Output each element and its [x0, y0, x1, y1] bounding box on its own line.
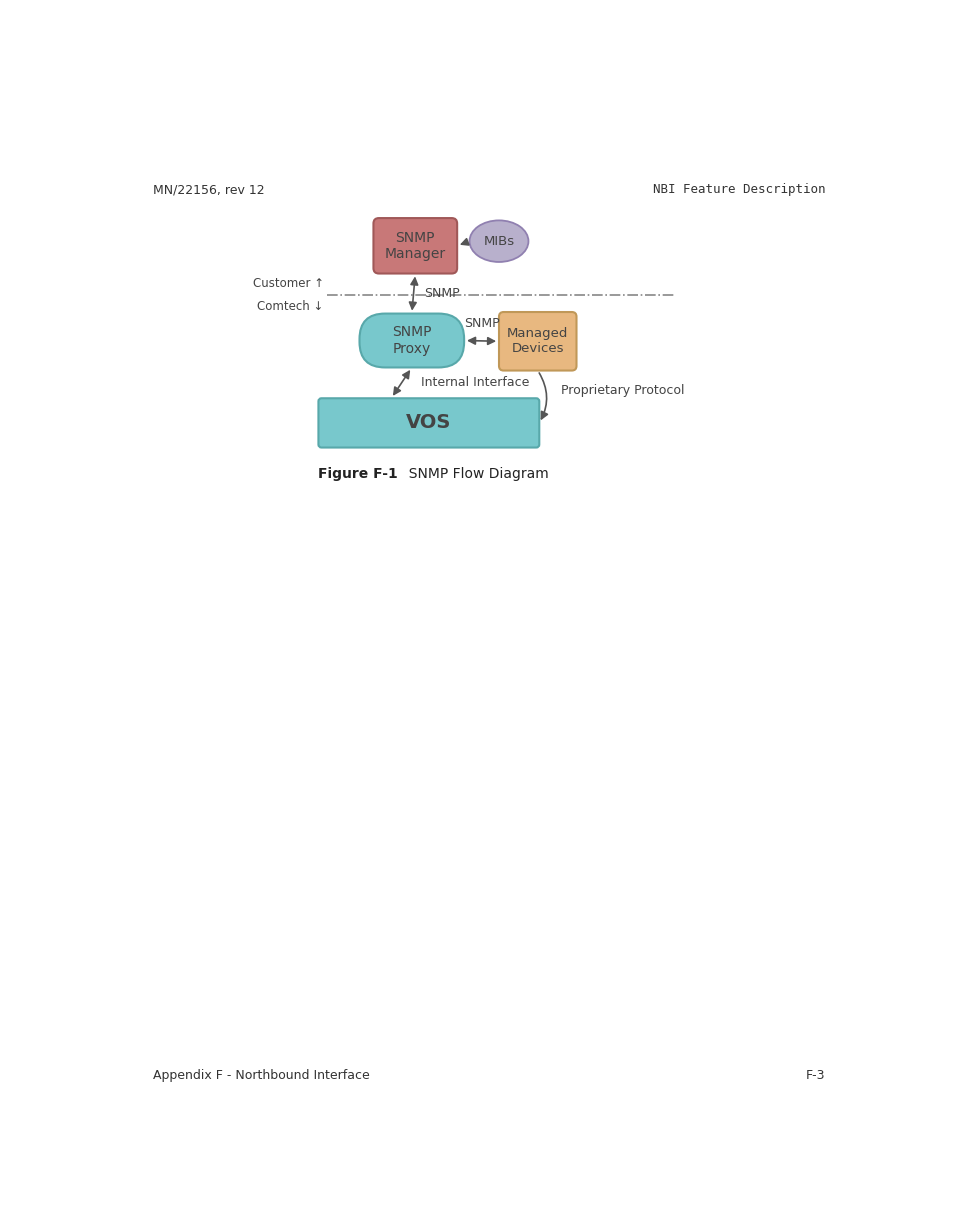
FancyBboxPatch shape: [359, 314, 464, 367]
Text: VOS: VOS: [406, 413, 451, 432]
FancyBboxPatch shape: [498, 312, 576, 371]
Text: Figure F-1: Figure F-1: [318, 466, 397, 481]
FancyBboxPatch shape: [318, 399, 538, 448]
Text: SNMP
Proxy: SNMP Proxy: [392, 325, 431, 356]
Text: Proprietary Protocol: Proprietary Protocol: [560, 384, 684, 398]
Text: SNMP
Manager: SNMP Manager: [384, 231, 445, 261]
Text: SNMP Flow Diagram: SNMP Flow Diagram: [399, 466, 548, 481]
Text: F-3: F-3: [805, 1069, 824, 1082]
Text: Appendix F - Northbound Interface: Appendix F - Northbound Interface: [152, 1069, 369, 1082]
Text: MIBs: MIBs: [483, 234, 514, 248]
Text: Managed
Devices: Managed Devices: [507, 328, 568, 356]
Text: Comtech ↓: Comtech ↓: [257, 299, 323, 313]
Text: SNMP: SNMP: [424, 287, 459, 301]
Text: MN/22156, rev 12: MN/22156, rev 12: [152, 183, 264, 196]
Text: NBI Feature Description: NBI Feature Description: [652, 183, 824, 196]
Text: Customer ↑: Customer ↑: [253, 277, 323, 291]
FancyBboxPatch shape: [373, 218, 456, 274]
Text: SNMP: SNMP: [463, 317, 498, 330]
Ellipse shape: [469, 221, 528, 263]
Text: Internal Interface: Internal Interface: [420, 377, 529, 389]
